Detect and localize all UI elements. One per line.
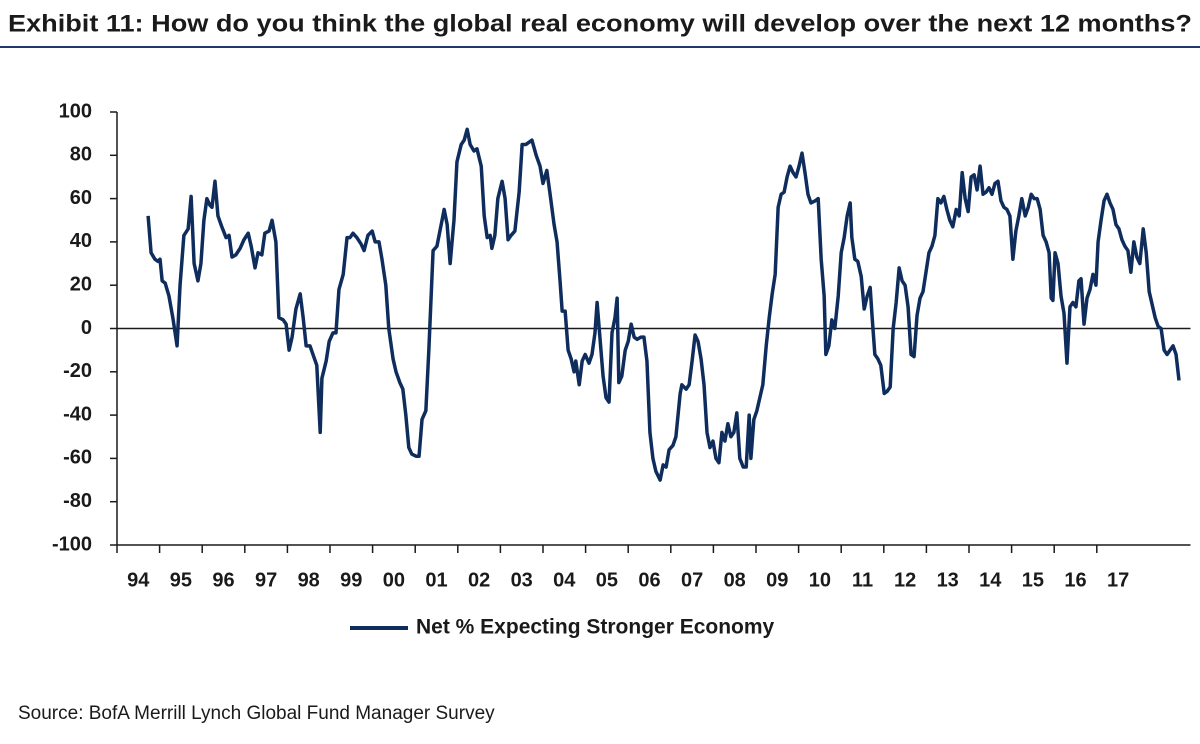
x-tick-label: 99 — [340, 569, 362, 591]
x-tick-label: 07 — [681, 569, 703, 591]
series-line — [146, 127, 1181, 482]
y-tick-label: -80 — [63, 490, 92, 512]
y-tick-label: 20 — [70, 273, 92, 295]
legend-label: Net % Expecting Stronger Economy — [416, 616, 775, 639]
chart-title: Exhibit 11: How do you think the global … — [8, 10, 1192, 37]
x-tick-label: 01 — [425, 569, 447, 591]
x-tick-label: 10 — [809, 569, 831, 591]
y-tick-label: 100 — [59, 100, 92, 122]
y-tick-label: -60 — [63, 447, 92, 469]
x-tick-label: 98 — [298, 569, 320, 591]
source-note: Source: BofA Merrill Lynch Global Fund M… — [18, 703, 495, 724]
x-tick-label: 13 — [937, 569, 959, 591]
x-tick-label: 17 — [1107, 569, 1129, 591]
x-tick-label: 12 — [894, 569, 916, 591]
x-tick-label: 02 — [468, 569, 490, 591]
x-tick-label: 03 — [511, 569, 533, 591]
y-tick-label: -40 — [63, 403, 92, 425]
y-tick-label: 0 — [81, 317, 92, 339]
x-tick-label: 04 — [553, 569, 576, 591]
x-tick-label: 14 — [979, 569, 1002, 591]
x-tick-label: 94 — [127, 569, 150, 591]
x-tick-label: 06 — [638, 569, 660, 591]
y-tick-label: 60 — [70, 187, 92, 209]
x-tick-label: 96 — [212, 569, 234, 591]
x-tick-label: 05 — [596, 569, 618, 591]
y-tick-label: 80 — [70, 144, 92, 166]
x-tick-label: 15 — [1022, 569, 1044, 591]
y-tick-label: 40 — [70, 230, 92, 252]
x-tick-label: 11 — [852, 569, 873, 591]
x-tick-label: 97 — [255, 569, 277, 591]
x-tick-label: 08 — [724, 569, 746, 591]
x-tick-label: 95 — [170, 569, 192, 591]
x-tick-label: 09 — [766, 569, 788, 591]
x-tick-label: 16 — [1064, 569, 1086, 591]
y-tick-label: -20 — [63, 360, 92, 382]
x-tick-label: 00 — [383, 569, 405, 591]
y-tick-label: -100 — [52, 533, 92, 555]
